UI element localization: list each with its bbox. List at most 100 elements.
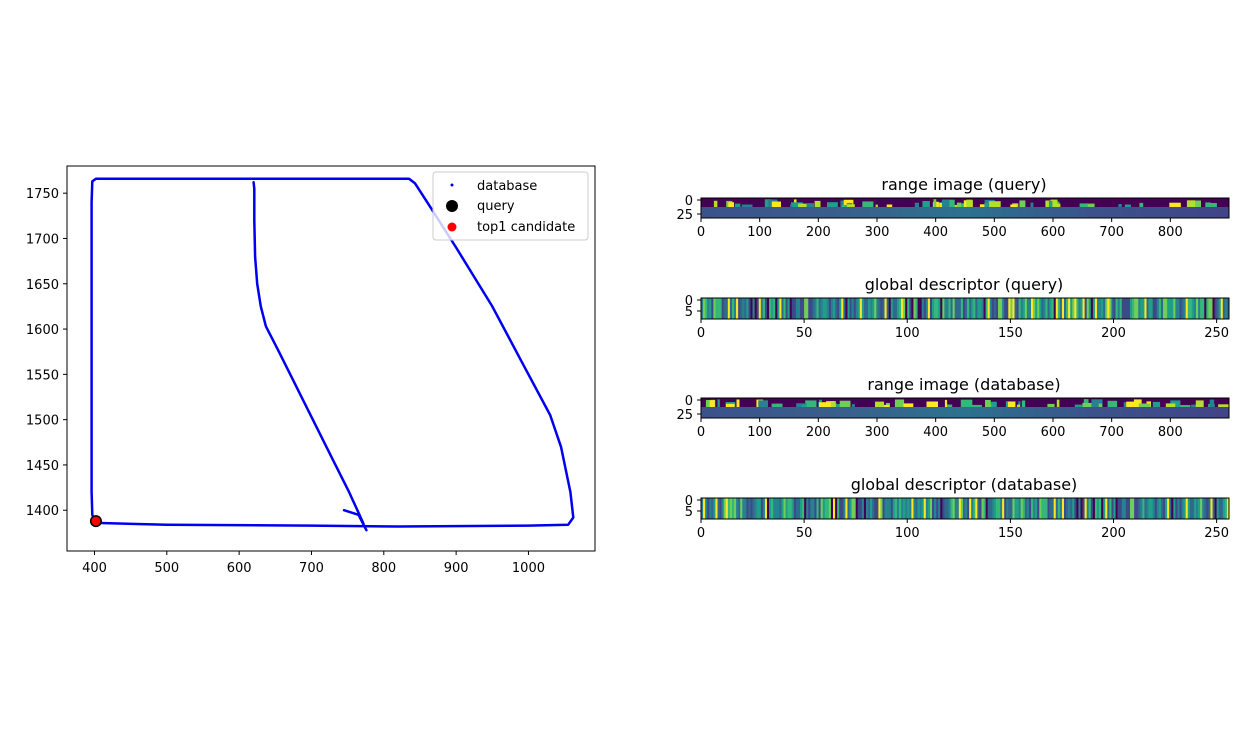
descriptor-column (944, 298, 947, 319)
descriptor-column (1220, 498, 1224, 519)
descriptor-column (1080, 498, 1083, 519)
range-image-object (846, 204, 855, 207)
descriptor-column (1049, 298, 1052, 319)
descriptor-column (773, 298, 776, 319)
descriptor-column (736, 498, 739, 519)
descriptor-column (1070, 298, 1073, 319)
top1-candidate-point (91, 516, 101, 526)
range-image-object (1218, 404, 1230, 407)
descriptor-column (851, 298, 854, 319)
range-image-object (707, 400, 715, 407)
range-image-object (1045, 200, 1052, 207)
range-image-object (827, 202, 838, 207)
legend-marker-database (450, 183, 454, 187)
trajectory-plot: 400 500 600 700 800 900 1000 14001450150015501… (26, 165, 596, 576)
range-image-database-panel: range image (database) 0 100 200 300 400 500 6… (676, 375, 1230, 440)
descriptor-column (777, 298, 780, 319)
descriptor-column (1035, 498, 1038, 519)
descriptor-column (1010, 498, 1013, 519)
descriptor-column (754, 298, 757, 319)
x-tick-label: 400 (82, 561, 107, 576)
descriptor-column (868, 498, 871, 519)
x-tick-label: 300 (865, 225, 890, 240)
descriptor-column (859, 298, 863, 319)
descriptor-column (808, 498, 811, 519)
descriptor-column (729, 498, 733, 519)
descriptor-column (995, 298, 999, 319)
global-descriptor-query-y-ticks: 05 (685, 294, 701, 320)
descriptor-column (965, 498, 968, 519)
range-image-object (791, 202, 803, 207)
descriptor-column (1088, 298, 1092, 319)
descriptor-column (1090, 498, 1094, 519)
descriptor-column (857, 298, 861, 319)
descriptor-column (1020, 498, 1024, 519)
descriptor-column (969, 298, 972, 319)
descriptor-column (884, 298, 887, 319)
range-image-query-panel: range image (query) 0 100 200 300 400 500 600 7… (676, 175, 1230, 240)
descriptor-column (769, 498, 772, 519)
descriptor-column (985, 498, 988, 519)
descriptor-column (1049, 498, 1052, 519)
range-image-object (717, 399, 720, 407)
range-image-object (1205, 202, 1211, 207)
range-image-query-x-ticks: 0 100 200 300 400 500 600 700 800 (697, 218, 1183, 240)
descriptor-column (1138, 298, 1141, 319)
descriptor-column (835, 498, 838, 519)
descriptor-column (1222, 498, 1226, 519)
descriptor-column (1004, 498, 1007, 519)
descriptor-column (818, 298, 821, 319)
descriptor-column (754, 498, 757, 519)
descriptor-frame (700, 497, 1230, 520)
descriptor-column (1134, 498, 1137, 519)
y-tick-label: 1750 (26, 187, 59, 202)
descriptor-column (1033, 498, 1036, 519)
descriptor-column (915, 298, 918, 319)
legend-label-top1: top1 candidate (477, 220, 575, 235)
descriptor-column (1026, 298, 1030, 319)
descriptor-column (760, 298, 764, 319)
y-tick-label: 0 (685, 294, 693, 309)
descriptor-column (1198, 298, 1201, 319)
descriptor-column (1012, 498, 1015, 519)
descriptor-column (1035, 298, 1038, 319)
descriptor-column (1072, 498, 1075, 519)
range-image-object (1209, 399, 1215, 407)
descriptor-column (1109, 298, 1112, 319)
descriptor-column (967, 298, 970, 319)
descriptor-column (1193, 498, 1197, 519)
descriptor-column (909, 498, 912, 519)
x-tick-label: 50 (796, 526, 813, 541)
descriptor-column (1138, 498, 1141, 519)
descriptor-column (1074, 498, 1077, 519)
range-image-object (914, 202, 919, 207)
x-tick-label: 200 (1101, 326, 1126, 341)
descriptor-column (1183, 298, 1186, 319)
descriptor-column (806, 498, 809, 519)
descriptor-column (901, 498, 904, 519)
descriptor-column (1148, 298, 1151, 319)
descriptor-column (756, 298, 760, 319)
x-tick-label: 500 (154, 561, 179, 576)
descriptor-column (950, 498, 953, 519)
descriptor-column (797, 298, 801, 319)
descriptor-column (845, 298, 848, 319)
range-image-object (705, 400, 710, 407)
descriptor-column (841, 298, 844, 319)
descriptor-column (1051, 298, 1054, 319)
descriptor-column (833, 498, 836, 519)
descriptor-column (1026, 498, 1030, 519)
descriptor-column (736, 298, 739, 319)
descriptor-column (1214, 498, 1217, 519)
descriptor-column (1189, 498, 1193, 519)
descriptor-column (1047, 298, 1050, 319)
descriptor-column (888, 498, 892, 519)
descriptor-column (1216, 498, 1219, 519)
descriptor-column (740, 298, 743, 319)
y-tick-label: 5 (685, 305, 693, 320)
descriptor-column (1187, 298, 1191, 319)
descriptor-column (882, 298, 885, 319)
descriptor-column (1206, 498, 1209, 519)
x-tick-label: 700 (1099, 225, 1124, 240)
descriptor-column (779, 498, 782, 519)
